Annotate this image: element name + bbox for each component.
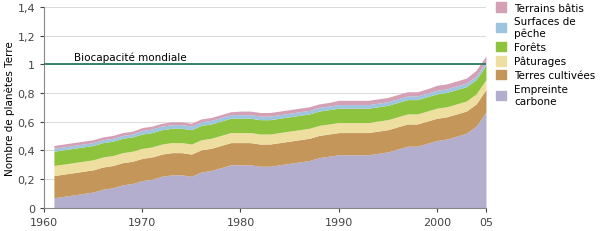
Legend: Terrains bâtis, Surfaces de
pêche, Forêts, Pâturages, Terres cultivées, Empreint: Terrains bâtis, Surfaces de pêche, Forêt… [496, 3, 596, 106]
Text: Biocapacité mondiale: Biocapacité mondiale [74, 52, 186, 62]
Y-axis label: Nombre de planètes Terre: Nombre de planètes Terre [4, 41, 14, 175]
